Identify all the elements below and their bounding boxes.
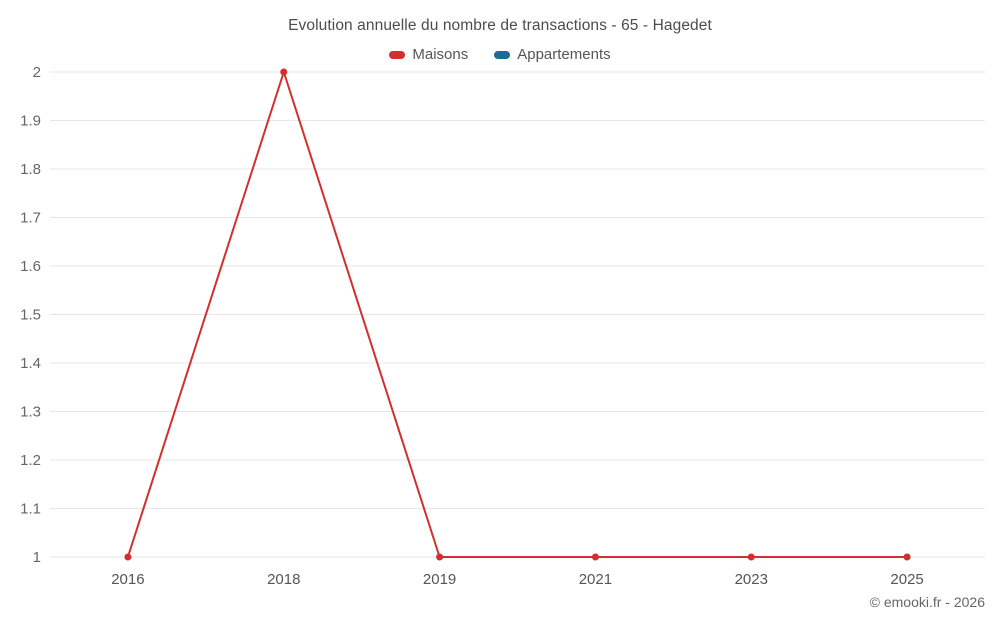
y-axis-tick-label: 1.7	[20, 210, 41, 227]
x-axis-tick-label: 2018	[267, 571, 300, 588]
data-point-maisons[interactable]	[903, 553, 911, 561]
chart-title: Evolution annuelle du nombre de transact…	[288, 17, 712, 34]
x-axis-tick-label: 2019	[423, 571, 456, 588]
y-axis-tick-label: 1.2	[20, 452, 41, 469]
y-axis-tick-label: 1	[33, 549, 41, 566]
x-axis-tick-label: 2016	[111, 571, 144, 588]
y-axis-tick-label: 1.3	[20, 404, 41, 421]
y-axis-tick-label: 1.8	[20, 161, 41, 178]
data-point-maisons[interactable]	[124, 553, 132, 561]
y-axis-tick-label: 1.9	[20, 113, 41, 130]
copyright: © emooki.fr - 2026	[869, 594, 985, 610]
x-axis-tick-label: 2025	[890, 571, 923, 588]
legend-item-appartements[interactable]: Appartements	[494, 46, 611, 63]
maisons-series-swatch-icon	[389, 50, 406, 59]
y-axis-tick-label: 1.5	[20, 307, 41, 324]
series-line-maisons	[126, 71, 909, 558]
legend-label-maisons: Maisons	[412, 46, 469, 63]
x-axis-tick-label: 2021	[579, 571, 612, 588]
legend-label-appartements: Appartements	[517, 46, 611, 63]
y-axis-tick-label: 1.1	[20, 501, 41, 518]
data-point-maisons[interactable]	[436, 553, 444, 561]
data-point-maisons[interactable]	[747, 553, 755, 561]
data-point-maisons[interactable]	[591, 553, 599, 561]
y-axis-tick-label: 2	[33, 64, 41, 81]
y-axis-tick-label: 1.4	[20, 355, 41, 372]
legend: Maisons Appartements	[0, 46, 1000, 63]
data-point-maisons[interactable]	[280, 68, 288, 76]
legend-item-maisons[interactable]: Maisons	[389, 46, 468, 63]
chart-header: Evolution annuelle du nombre de transact…	[0, 0, 1000, 63]
appartements-series-swatch-icon	[494, 50, 511, 59]
y-axis-tick-label: 1.6	[20, 258, 41, 275]
x-axis-tick-label: 2023	[735, 571, 768, 588]
